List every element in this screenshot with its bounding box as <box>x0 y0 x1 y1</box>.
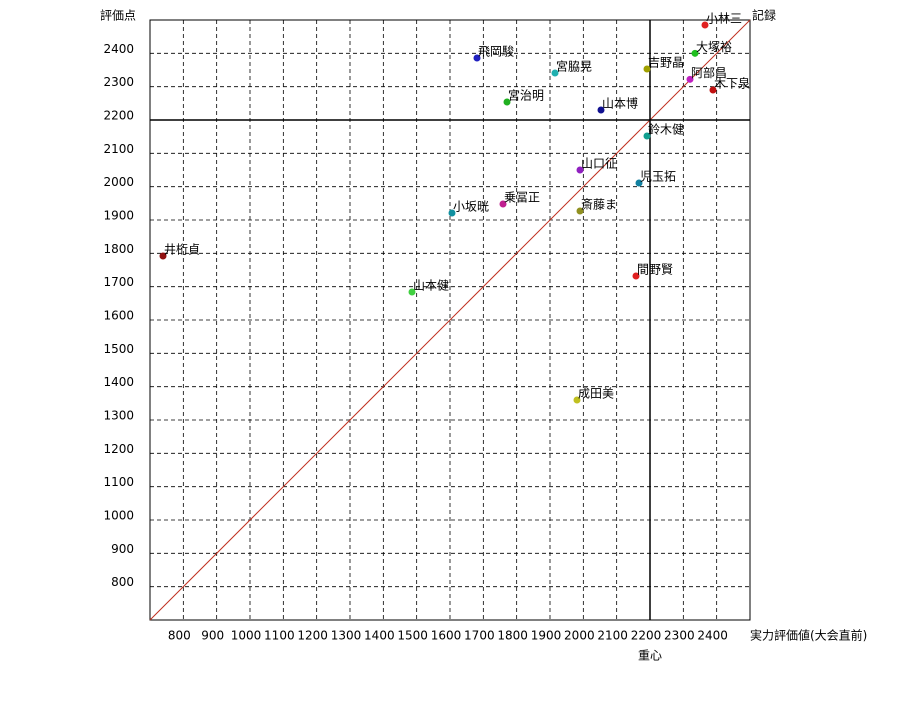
point <box>573 396 581 404</box>
x-tick-label: 2000 <box>564 629 595 643</box>
point <box>686 75 694 83</box>
y-tick-label: 2000 <box>103 175 134 189</box>
point <box>635 179 643 187</box>
point-label: 山口征 <box>581 157 617 171</box>
point-label: 小坂晄 <box>453 200 489 214</box>
y-tick-label: 1200 <box>103 442 134 456</box>
point-label: 斎藤ま <box>581 197 617 212</box>
x-tick-label: 1500 <box>397 629 428 643</box>
point-label: 宮脇晃 <box>556 59 592 74</box>
y-tick-label: 2400 <box>103 42 134 56</box>
point <box>632 272 640 280</box>
point <box>691 49 699 57</box>
point-label: 成田美 <box>578 387 614 401</box>
point-label: 井桁貞 <box>164 243 200 257</box>
diagonal-line <box>149 19 751 621</box>
point-label: 乗冨正 <box>504 191 540 205</box>
point-label: 飛岡駿 <box>478 45 514 59</box>
point-label: 山本健 <box>413 279 449 293</box>
point <box>576 166 584 174</box>
x-tick-label: 1200 <box>297 629 328 643</box>
x-tick-label: 2400 <box>697 629 728 643</box>
y-tick-label: 1700 <box>103 275 134 289</box>
x-tick-label: 2100 <box>597 629 628 643</box>
x-tick-label: 1300 <box>331 629 362 643</box>
y-tick-label: 1500 <box>103 342 134 356</box>
point <box>576 207 584 215</box>
point <box>597 106 605 114</box>
point <box>643 65 651 73</box>
point <box>709 86 717 94</box>
point-label: 大塚裕 <box>696 39 732 54</box>
point-label: 山本博 <box>602 96 638 111</box>
point-label: 児玉拓 <box>640 170 676 184</box>
y-tick-label: 800 <box>111 575 134 589</box>
y-tick-label: 1100 <box>103 475 134 489</box>
x-tick-label: 1600 <box>431 629 462 643</box>
y-tick-label: 1400 <box>103 375 134 389</box>
x-tick-label: 1400 <box>364 629 395 643</box>
x-tick-label: 1100 <box>264 629 295 643</box>
y-axis-label: 評価点 <box>100 8 136 23</box>
y-tick-label: 900 <box>111 542 134 556</box>
point <box>159 252 167 260</box>
point-label: 間野賢 <box>637 263 673 277</box>
x-tick-label: 1700 <box>464 629 495 643</box>
point <box>408 288 416 296</box>
y-tick-label: 2100 <box>103 142 134 156</box>
x-tick-label: 800 <box>168 629 191 643</box>
point-label: 宮治明 <box>508 88 544 103</box>
y-tick-label: 1000 <box>103 509 134 523</box>
diagonal-label: 記録 <box>752 8 776 23</box>
point-label: 吉野晶 <box>648 56 684 70</box>
x-tick-label: 2200 <box>631 629 662 643</box>
y-tick-label: 1600 <box>103 309 134 323</box>
point <box>643 132 651 140</box>
x-tick-label: 900 <box>201 629 224 643</box>
y-tick-label: 2200 <box>103 109 134 123</box>
y-tick-label: 2300 <box>103 75 134 89</box>
point-label: 木下泉 <box>714 77 750 91</box>
point <box>503 98 511 106</box>
point-label: 鈴木健 <box>648 122 684 137</box>
center-label: 重心 <box>638 649 662 663</box>
point <box>551 69 559 77</box>
y-tick-label: 1300 <box>103 409 134 423</box>
point-label: 小林三 <box>706 12 742 26</box>
point <box>499 200 507 208</box>
x-tick-label: 1000 <box>231 629 262 643</box>
x-tick-label: 2300 <box>664 629 695 643</box>
point <box>473 54 481 62</box>
x-axis-label: 実力評価値(大会直前) <box>750 628 867 643</box>
x-tick-label: 1900 <box>531 629 562 643</box>
point-label: 阿部昌 <box>691 65 727 80</box>
x-tick-label: 1800 <box>497 629 528 643</box>
y-tick-label: 1900 <box>103 209 134 223</box>
y-tick-label: 1800 <box>103 242 134 256</box>
point <box>448 209 456 217</box>
point <box>701 21 709 29</box>
